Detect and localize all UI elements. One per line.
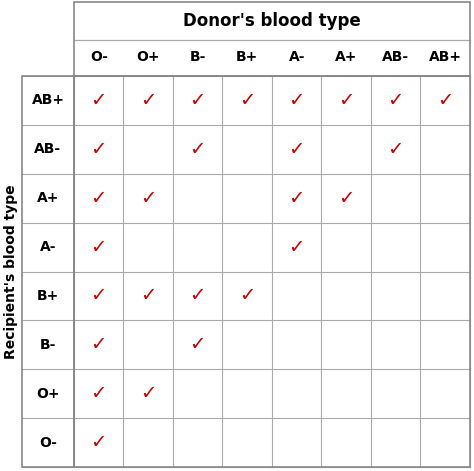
Text: ✓: ✓: [289, 237, 305, 257]
Text: A-: A-: [289, 50, 305, 64]
Text: ✓: ✓: [388, 91, 404, 110]
Text: O-: O-: [39, 436, 57, 449]
Text: B+: B+: [37, 289, 59, 303]
Text: ✓: ✓: [140, 286, 156, 305]
Text: ✓: ✓: [289, 189, 305, 208]
Text: A+: A+: [335, 50, 357, 64]
Text: AB-: AB-: [35, 142, 62, 156]
Text: ✓: ✓: [91, 433, 107, 452]
Text: ✓: ✓: [190, 91, 206, 110]
Text: ✓: ✓: [338, 189, 355, 208]
Text: Donor's blood type: Donor's blood type: [183, 12, 361, 30]
Text: ✓: ✓: [190, 335, 206, 354]
Text: A-: A-: [40, 240, 56, 254]
Bar: [74, 2, 470, 76]
Text: AB-: AB-: [382, 50, 410, 64]
Text: O-: O-: [90, 50, 108, 64]
Text: ✓: ✓: [91, 91, 107, 110]
Text: ✓: ✓: [190, 140, 206, 159]
Text: ✓: ✓: [289, 140, 305, 159]
Text: ✓: ✓: [140, 91, 156, 110]
Text: A+: A+: [37, 191, 59, 205]
Text: ✓: ✓: [190, 286, 206, 305]
Text: O+: O+: [36, 387, 60, 401]
Text: AB+: AB+: [429, 50, 462, 64]
Text: Recipient's blood type: Recipient's blood type: [4, 184, 18, 359]
Text: ✓: ✓: [140, 189, 156, 208]
Text: ✓: ✓: [239, 91, 255, 110]
Text: ✓: ✓: [91, 189, 107, 208]
Text: ✓: ✓: [140, 384, 156, 403]
Text: ✓: ✓: [437, 91, 454, 110]
Text: B-: B-: [190, 50, 206, 64]
Text: ✓: ✓: [289, 91, 305, 110]
Text: ✓: ✓: [91, 335, 107, 354]
Text: AB+: AB+: [31, 93, 64, 107]
Bar: [74, 76, 470, 467]
Text: ✓: ✓: [91, 237, 107, 257]
Text: B+: B+: [236, 50, 258, 64]
Text: ✓: ✓: [91, 384, 107, 403]
Text: ✓: ✓: [91, 286, 107, 305]
Text: ✓: ✓: [388, 140, 404, 159]
Text: ✓: ✓: [338, 91, 355, 110]
Text: ✓: ✓: [91, 140, 107, 159]
Text: ✓: ✓: [239, 286, 255, 305]
Text: O+: O+: [137, 50, 160, 64]
Text: B-: B-: [40, 338, 56, 352]
Bar: [22, 76, 74, 467]
